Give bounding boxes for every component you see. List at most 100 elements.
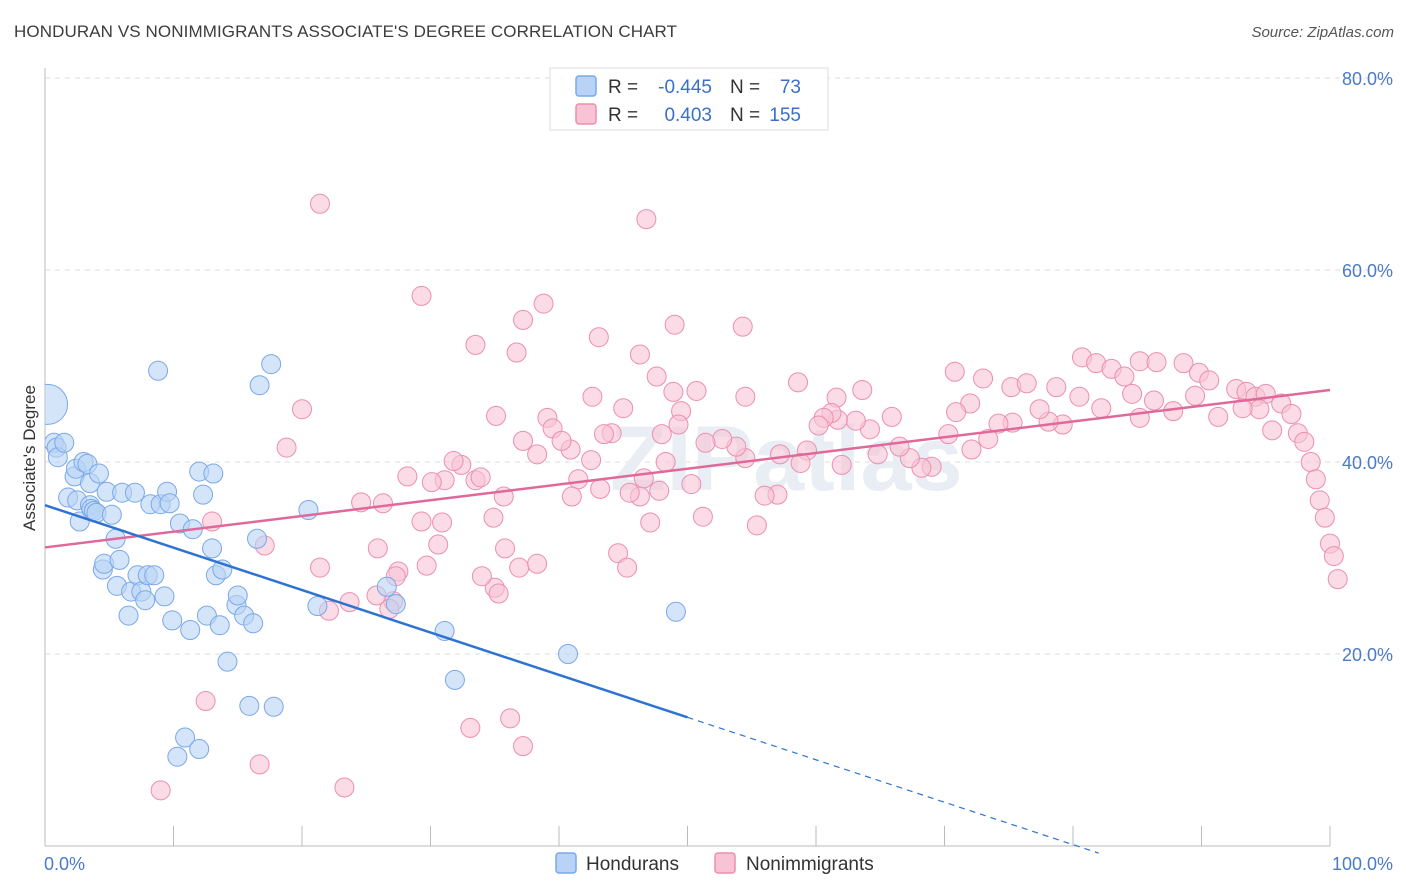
hondurans-point [261, 354, 282, 375]
hondurans-trend-line [44, 504, 688, 719]
legend-n-value-nonimmigrants: 155 [769, 105, 801, 126]
bottom-legend-swatch-hondurans [555, 852, 577, 874]
x-tick-label-min: 0.0% [44, 854, 85, 874]
nonimmigrants-point [845, 410, 866, 431]
nonimmigrants-point [944, 361, 965, 382]
nonimmigrants-point [1091, 398, 1112, 419]
hondurans-point [193, 484, 214, 505]
hondurans-point [45, 383, 69, 425]
chart-source: Source: ZipAtlas.com [1251, 24, 1394, 41]
nonimmigrants-trend-line [44, 388, 1331, 549]
hondurans-point [227, 585, 248, 606]
chart-title: HONDURAN VS NONIMMIGRANTS ASSOCIATE'S DE… [14, 22, 678, 41]
nonimmigrants-point [249, 754, 270, 775]
nonimmigrants-point [568, 469, 589, 490]
y-tick-label: 20.0% [1342, 645, 1393, 665]
nonimmigrants-point [486, 405, 507, 426]
nonimmigrants-point [1173, 353, 1194, 374]
nonimmigrants-point [938, 424, 959, 445]
hondurans-point [189, 739, 210, 760]
nonimmigrants-point [367, 538, 388, 559]
nonimmigrants-point [509, 557, 530, 578]
nonimmigrants-point [852, 380, 873, 400]
y-tick-labels: 20.0% 40.0% 60.0% 80.0% [1342, 69, 1393, 665]
hondurans-point [247, 528, 268, 549]
legend-swatch-nonimmigrants [575, 103, 597, 125]
nonimmigrants-point [754, 485, 775, 506]
y-tick-label: 60.0% [1342, 261, 1393, 281]
nonimmigrants-point [1305, 469, 1326, 490]
nonimmigrants-point [633, 468, 654, 489]
nonimmigrants-point [1146, 352, 1167, 373]
series-legend: Hondurans Nonimmigrants [555, 852, 874, 875]
hondurans-point [118, 605, 139, 626]
nonimmigrants-point [978, 428, 999, 449]
nonimmigrants-point [411, 285, 432, 306]
legend-n-label-nonimmigrants: N = [730, 105, 760, 126]
nonimmigrants-point [946, 402, 967, 423]
nonimmigrants-point [629, 344, 650, 365]
hondurans-point [69, 511, 90, 532]
legend-swatch-hondurans [575, 75, 597, 97]
hondurans-point [665, 601, 686, 622]
nonimmigrants-point [681, 474, 702, 495]
nonimmigrants-point [646, 366, 667, 387]
nonimmigrants-point [309, 193, 330, 214]
nonimmigrants-point [973, 368, 994, 389]
hondurans-point [243, 613, 264, 634]
nonimmigrants-point [613, 398, 634, 419]
nonimmigrants-point [1232, 398, 1253, 419]
nonimmigrants-point [668, 414, 689, 435]
hondurans-point [109, 549, 130, 570]
nonimmigrants-point [460, 717, 481, 738]
hondurans-point [239, 695, 260, 716]
hondurans-point [167, 746, 188, 767]
y-axis-label: Associate's Degree [20, 385, 39, 531]
nonimmigrants-point [831, 454, 852, 475]
nonimmigrants-point [692, 506, 713, 527]
nonimmigrants-point [470, 467, 491, 488]
nonimmigrants-point [608, 543, 629, 564]
nonimmigrants-point [664, 314, 685, 335]
nonimmigrants-point [513, 309, 534, 330]
nonimmigrants-point [533, 293, 554, 314]
nonimmigrants-point [590, 478, 611, 499]
nonimmigrants-point [428, 534, 449, 555]
hondurans-point [209, 615, 230, 636]
nonimmigrants-point [276, 437, 297, 458]
nonimmigrants-point [416, 555, 437, 576]
nonimmigrants-point [1300, 452, 1321, 472]
nonimmigrants-point [195, 691, 216, 712]
hondurans-point [54, 432, 75, 453]
hondurans-point [148, 360, 169, 381]
legend-r-label-hondurans: R = [608, 77, 638, 98]
nonimmigrants-point [617, 557, 638, 578]
nonimmigrants-point [150, 780, 171, 801]
hondurans-point [101, 504, 122, 525]
nonimmigrants-point [636, 209, 657, 230]
hondurans-point [144, 565, 165, 586]
nonimmigrants-point [988, 413, 1009, 434]
nonimmigrants-point [651, 424, 672, 445]
nonimmigrants-point [1323, 546, 1344, 567]
nonimmigrants-point [506, 342, 527, 363]
nonimmigrants-point [1029, 399, 1050, 420]
nonimmigrants-point [513, 736, 534, 757]
legend-r-value-nonimmigrants: 0.403 [664, 105, 712, 126]
hondurans-point [385, 594, 406, 615]
nonimmigrants-point [309, 557, 330, 578]
nonimmigrants-point [1143, 390, 1164, 411]
hondurans-point [557, 644, 578, 664]
nonimmigrants-point [582, 386, 603, 407]
nonimmigrants-point [663, 381, 684, 402]
nonimmigrants-point [788, 372, 809, 393]
nonimmigrants-point [619, 482, 640, 503]
axes [44, 68, 1331, 847]
nonimmigrants-point [334, 777, 355, 798]
nonimmigrants-point [1046, 377, 1067, 398]
stats-legend: R = -0.445 N = 73 R = 0.403 N = 155 [549, 67, 829, 131]
nonimmigrants-point [1122, 383, 1143, 404]
nonimmigrants-point [1208, 406, 1229, 427]
hondurans-point [175, 727, 196, 748]
